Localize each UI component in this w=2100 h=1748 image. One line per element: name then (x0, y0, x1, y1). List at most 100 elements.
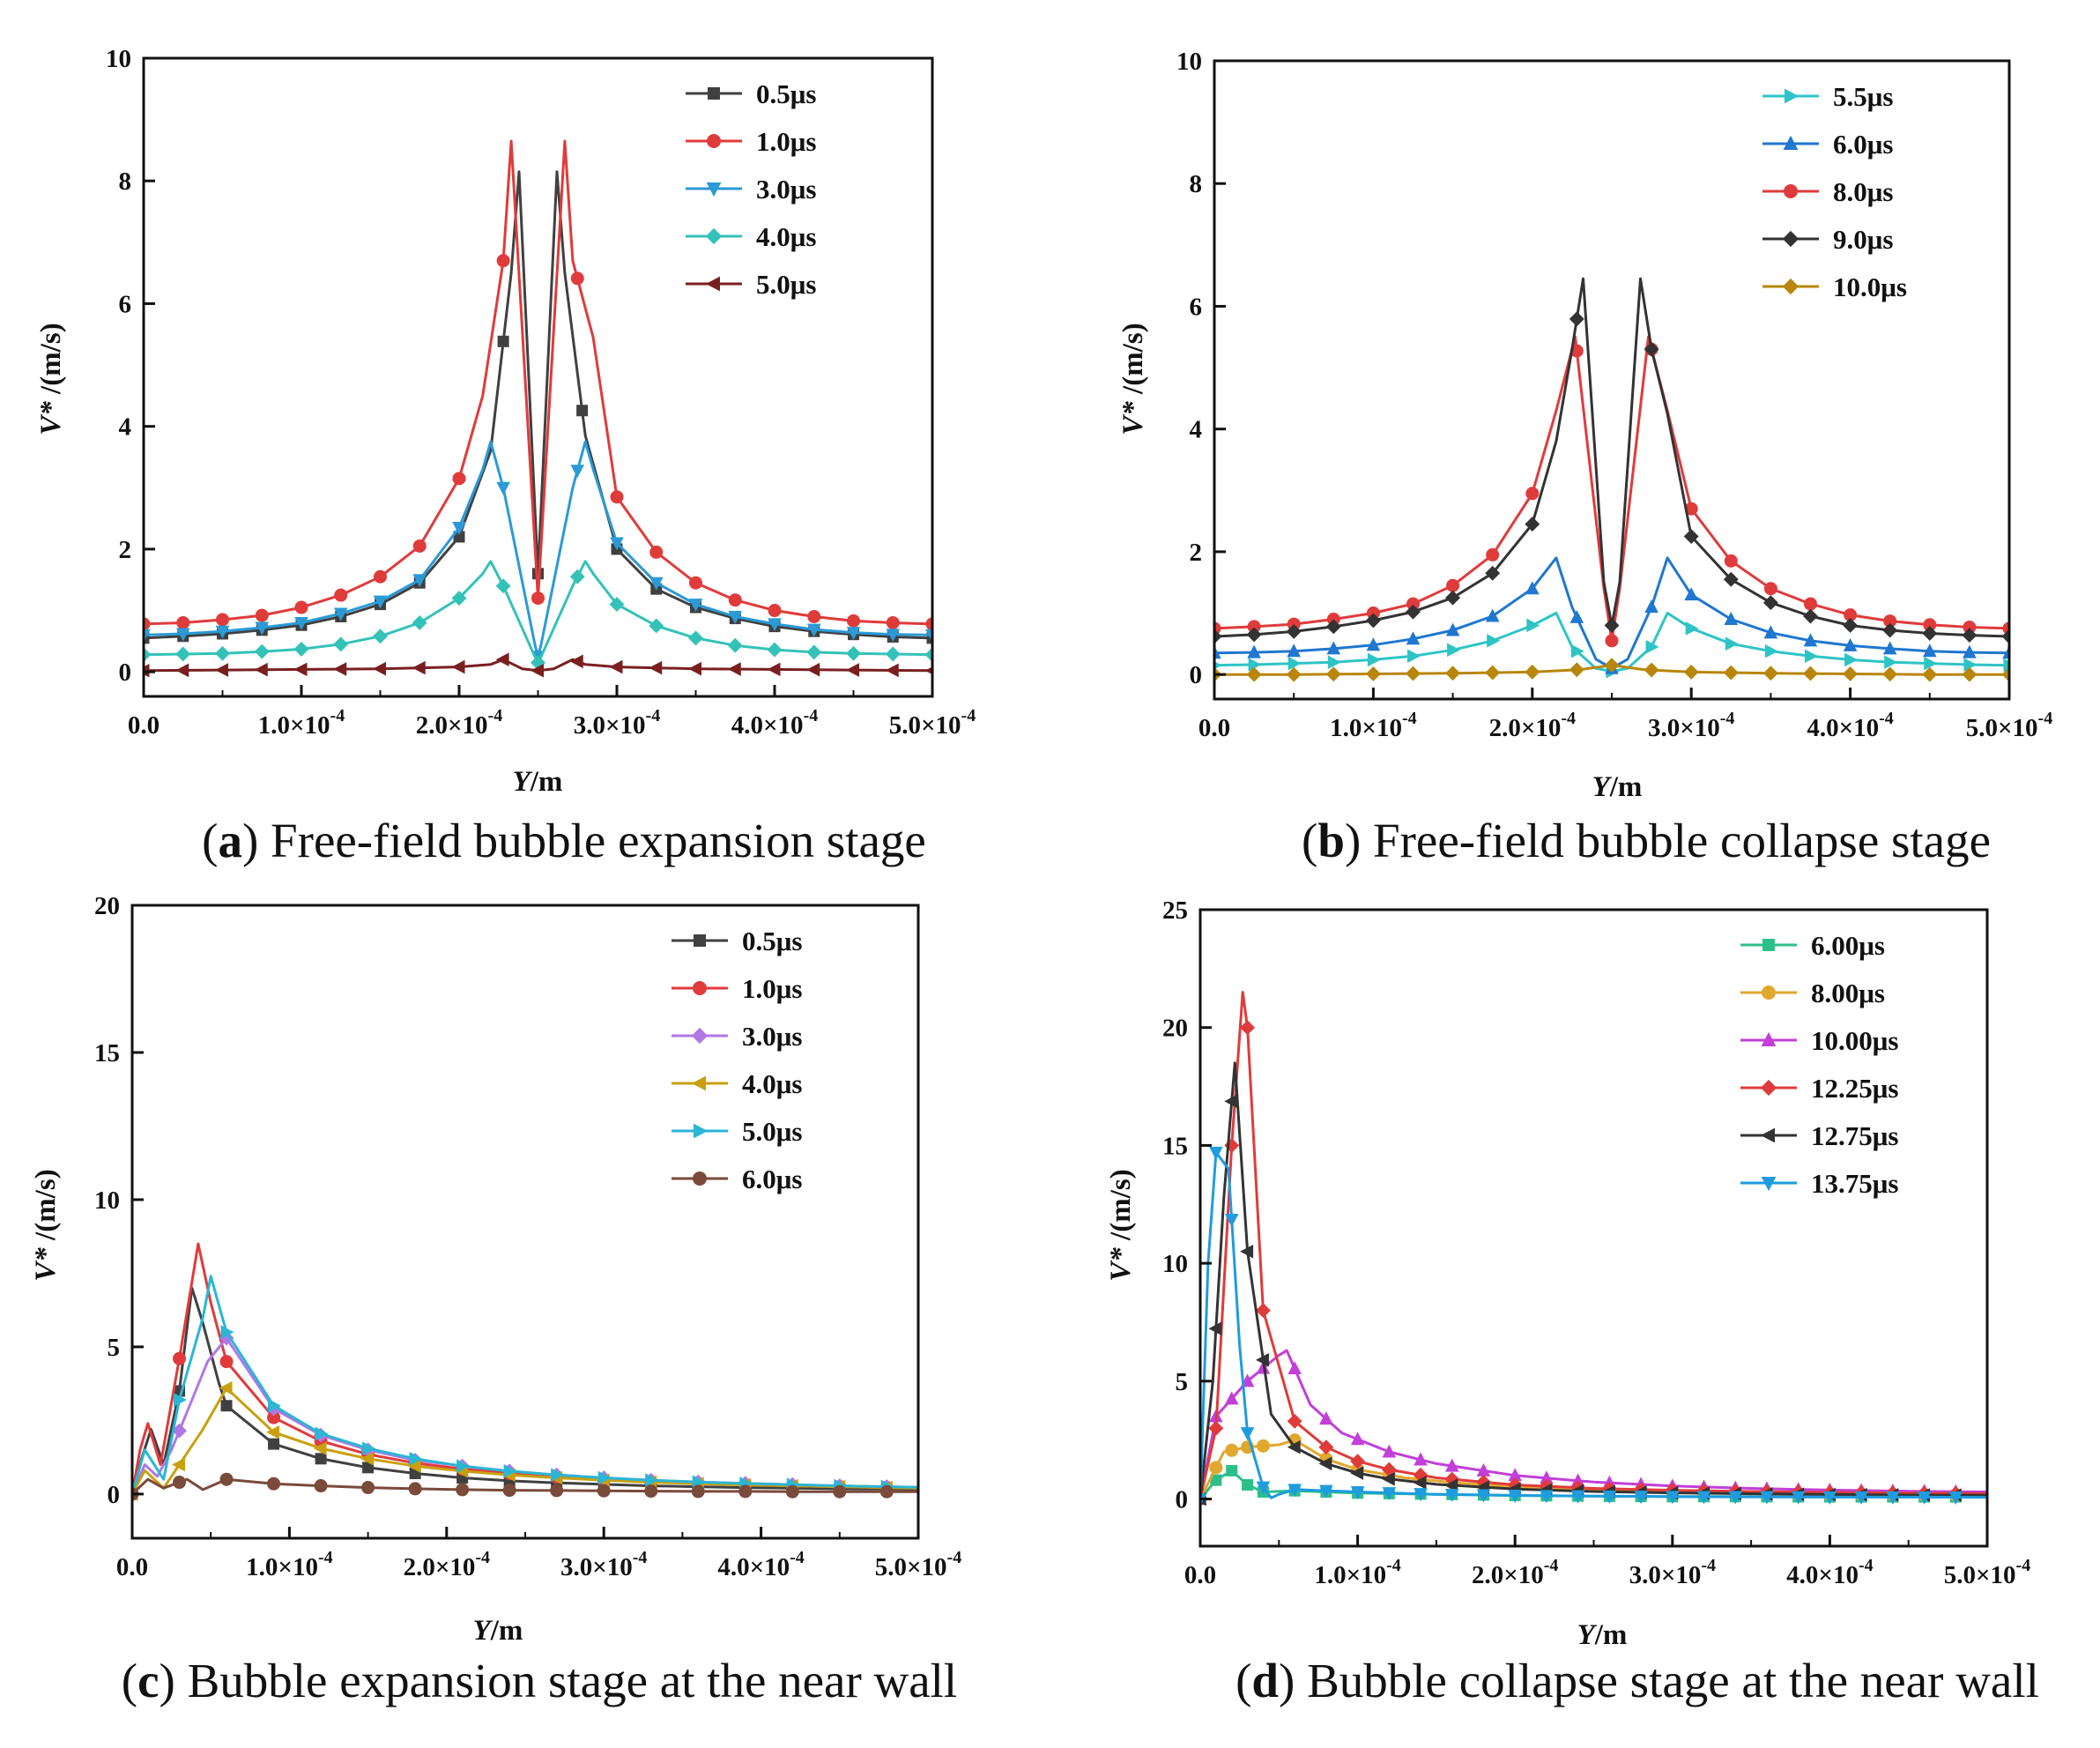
legend-swatch-marker (1784, 184, 1798, 198)
data-point (452, 522, 466, 536)
caption-text: ) Bubble collapse stage at the near wall (1279, 1654, 2039, 1707)
data-point (1256, 1481, 1271, 1495)
data-point (1723, 571, 1739, 587)
data-point (846, 645, 861, 661)
data-point (144, 647, 152, 663)
legend-swatch-marker (705, 227, 723, 245)
data-point (1762, 666, 1778, 681)
x-axis-symbol: Y (473, 1615, 493, 1647)
data-point (1917, 1491, 1932, 1505)
data-point (925, 629, 932, 643)
x-axis-unit: /m (1609, 771, 1643, 803)
x-tick-exponent: -4 (804, 706, 819, 725)
data-point (1381, 1462, 1397, 1477)
data-point (1525, 517, 1540, 532)
data-point (1805, 649, 1818, 664)
data-point (597, 1484, 611, 1498)
data-point (1540, 1470, 1554, 1484)
y-tick-label: 0 (1176, 1486, 1189, 1514)
data-point (1683, 529, 1699, 544)
legend-label: 1.0μs (756, 126, 816, 157)
caption-paren-open: ( (202, 814, 218, 867)
x-axis-symbol: Y (513, 766, 533, 798)
data-point (649, 618, 664, 634)
legend-swatch-marker (1785, 88, 1799, 104)
data-point (1844, 608, 1858, 622)
data-point (373, 595, 388, 609)
data-point (1570, 1473, 1585, 1487)
legend-swatch-marker (691, 1027, 709, 1045)
data-point (807, 610, 821, 623)
legend-swatch-marker (693, 1172, 707, 1186)
data-point (1725, 636, 1739, 651)
data-point (1962, 666, 1978, 682)
data-point (767, 642, 783, 658)
legend-label: 0.5μs (756, 78, 816, 109)
data-point (255, 608, 269, 622)
x-tick-label: 4.0×10-4 (1807, 709, 1893, 742)
data-point (1844, 652, 1859, 667)
data-point (144, 617, 151, 631)
data-point (1255, 1352, 1269, 1367)
data-point (1256, 1439, 1270, 1453)
data-point (407, 1459, 421, 1473)
data-point (220, 1325, 234, 1340)
data-point (1963, 644, 1977, 658)
legend-item: 3.0μs (686, 174, 816, 205)
chart-panel-c: 0 5 10 15 20 0.0 1.0×10-4 2.0×10-4 3.0×10-4 4.0×1… (30, 892, 961, 1707)
data-point (649, 576, 664, 591)
data-point (1525, 581, 1540, 595)
data-point (412, 660, 426, 675)
data-point (254, 643, 270, 659)
data-point (926, 632, 932, 644)
legend: 6.00μs 8.00μs 10.00μs 12.25μs 12.75μs 13.75μs (1740, 930, 1898, 1199)
data-point (1447, 643, 1461, 658)
data-point (569, 569, 585, 584)
data-point (503, 1464, 517, 1478)
data-point (768, 618, 782, 632)
data-point (1209, 1461, 1223, 1475)
legend-label: 3.0μs (742, 1021, 802, 1052)
data-point (1318, 1456, 1332, 1471)
series-d-3 (1200, 991, 1987, 1506)
data-point (1882, 622, 1898, 638)
y-tick-label: 0 (119, 658, 132, 687)
legend-item: 6.0μs (1762, 129, 1893, 160)
x-tick-exponent: -4 (633, 1548, 648, 1567)
data-point (1226, 1464, 1238, 1477)
data-point (496, 254, 510, 268)
data-point (576, 405, 589, 417)
data-point (550, 1484, 564, 1498)
data-point (1287, 1439, 1301, 1454)
data-point (1406, 666, 1421, 681)
data-point (1325, 666, 1341, 682)
legend-item: 10.0μs (1762, 271, 1907, 302)
chart-panel-a: 0 2 4 6 8 10 0.0 1.0×10-4 2.0×10-4 3.0×10-4 4.0×10… (35, 45, 976, 867)
data-point (846, 627, 861, 641)
caption-letter: d (1251, 1654, 1279, 1707)
legend-item: 0.5μs (686, 78, 816, 109)
legend-item: 8.00μs (1740, 978, 1885, 1008)
legend-label: 4.0μs (742, 1068, 802, 1099)
data-point (1760, 1491, 1774, 1505)
y-tick-label: 0 (108, 1481, 121, 1509)
legend-label: 8.00μs (1811, 978, 1885, 1008)
x-tick-label: 3.0×10-4 (574, 706, 660, 740)
data-point (691, 1484, 705, 1499)
legend-swatch-marker (693, 981, 707, 995)
data-point (1763, 625, 1778, 639)
data-point (333, 662, 347, 676)
data-point (1924, 656, 1938, 671)
data-point (1445, 666, 1461, 681)
data-point (886, 615, 900, 629)
data-point (1883, 614, 1897, 629)
x-tick-label: 0.0 (128, 711, 160, 740)
data-point (220, 1400, 233, 1412)
legend-label: 8.0μs (1833, 176, 1893, 207)
data-point (1444, 1488, 1459, 1502)
data-point (610, 537, 624, 551)
caption-paren-open: ( (1236, 1654, 1251, 1707)
data-point (1724, 554, 1738, 568)
data-point (144, 629, 151, 643)
data-point (1508, 1490, 1522, 1503)
